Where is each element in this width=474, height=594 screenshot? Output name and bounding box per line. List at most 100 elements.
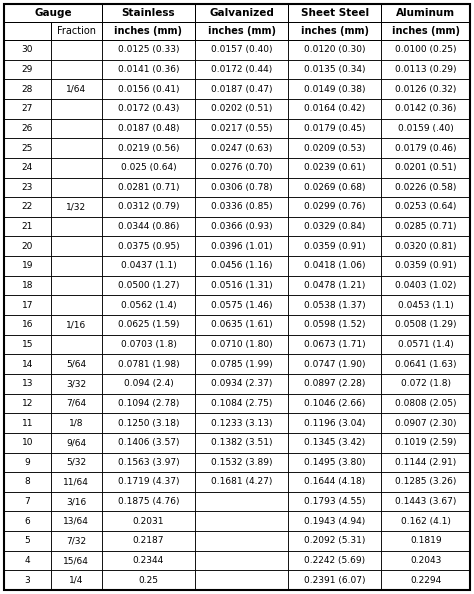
- Text: 0.1406 (3.57): 0.1406 (3.57): [118, 438, 179, 447]
- Text: 0.0179 (0.45): 0.0179 (0.45): [304, 124, 365, 133]
- Text: 0.0253 (0.64): 0.0253 (0.64): [395, 203, 456, 211]
- Bar: [195, 119, 288, 138]
- Bar: [195, 79, 288, 99]
- Text: 0.0747 (1.90): 0.0747 (1.90): [304, 359, 365, 369]
- Bar: [288, 492, 382, 511]
- Bar: [195, 570, 288, 590]
- Text: 0.1681 (4.27): 0.1681 (4.27): [211, 478, 273, 486]
- Bar: [288, 413, 382, 433]
- Bar: [102, 217, 195, 236]
- Bar: [102, 531, 195, 551]
- Bar: [288, 394, 382, 413]
- Bar: [4, 354, 51, 374]
- Text: inches (mm): inches (mm): [114, 26, 182, 36]
- Text: 1/4: 1/4: [69, 576, 83, 584]
- Bar: [51, 531, 102, 551]
- Text: 11/64: 11/64: [64, 478, 89, 486]
- Text: 0.1196 (3.04): 0.1196 (3.04): [304, 419, 365, 428]
- Bar: [102, 119, 195, 138]
- Bar: [382, 217, 470, 236]
- Text: 0.0312 (0.79): 0.0312 (0.79): [118, 203, 179, 211]
- Text: Sheet Steel: Sheet Steel: [301, 8, 369, 18]
- Bar: [195, 22, 288, 40]
- Bar: [382, 40, 470, 59]
- Text: 0.0157 (0.40): 0.0157 (0.40): [211, 45, 273, 54]
- Bar: [195, 295, 288, 315]
- Bar: [195, 59, 288, 79]
- Bar: [51, 551, 102, 570]
- Text: 26: 26: [22, 124, 33, 133]
- Text: 0.0209 (0.53): 0.0209 (0.53): [304, 144, 365, 153]
- Bar: [195, 394, 288, 413]
- Text: 0.2344: 0.2344: [133, 556, 164, 565]
- Text: 0.0141 (0.36): 0.0141 (0.36): [118, 65, 179, 74]
- Text: 0.0575 (1.46): 0.0575 (1.46): [211, 301, 273, 309]
- Bar: [4, 374, 51, 394]
- Text: 0.2031: 0.2031: [133, 517, 164, 526]
- Text: 28: 28: [22, 84, 33, 94]
- Bar: [195, 197, 288, 217]
- Bar: [102, 551, 195, 570]
- Text: 0.0159 (.40): 0.0159 (.40): [398, 124, 454, 133]
- Text: 22: 22: [22, 203, 33, 211]
- Bar: [102, 394, 195, 413]
- Bar: [195, 433, 288, 453]
- Bar: [382, 453, 470, 472]
- Bar: [195, 334, 288, 354]
- Bar: [102, 492, 195, 511]
- Bar: [51, 374, 102, 394]
- Text: 0.0281 (0.71): 0.0281 (0.71): [118, 183, 179, 192]
- Text: 18: 18: [21, 281, 33, 290]
- Text: 0.072 (1.8): 0.072 (1.8): [401, 379, 451, 388]
- Bar: [4, 570, 51, 590]
- Text: 0.0247 (0.63): 0.0247 (0.63): [211, 144, 273, 153]
- Bar: [288, 511, 382, 531]
- Text: 0.0142 (0.36): 0.0142 (0.36): [395, 105, 456, 113]
- Bar: [102, 511, 195, 531]
- Text: 0.0359 (0.91): 0.0359 (0.91): [395, 261, 456, 270]
- Text: 0.0164 (0.42): 0.0164 (0.42): [304, 105, 365, 113]
- Bar: [4, 197, 51, 217]
- Bar: [4, 256, 51, 276]
- Bar: [102, 276, 195, 295]
- Bar: [51, 40, 102, 59]
- Bar: [195, 453, 288, 472]
- Bar: [382, 472, 470, 492]
- Bar: [4, 492, 51, 511]
- Text: 5/32: 5/32: [66, 458, 86, 467]
- Text: 7: 7: [25, 497, 30, 506]
- Bar: [102, 334, 195, 354]
- Text: Aluminum: Aluminum: [396, 8, 456, 18]
- Text: 0.0276 (0.70): 0.0276 (0.70): [211, 163, 273, 172]
- Text: 5/64: 5/64: [66, 359, 86, 369]
- Text: 3/32: 3/32: [66, 379, 86, 388]
- Text: 21: 21: [22, 222, 33, 231]
- Bar: [102, 158, 195, 178]
- Bar: [4, 79, 51, 99]
- Bar: [4, 59, 51, 79]
- Text: 0.0418 (1.06): 0.0418 (1.06): [304, 261, 365, 270]
- Text: 0.1793 (4.55): 0.1793 (4.55): [304, 497, 365, 506]
- Bar: [382, 79, 470, 99]
- Bar: [51, 178, 102, 197]
- Text: 0.2242 (5.69): 0.2242 (5.69): [304, 556, 365, 565]
- Bar: [102, 374, 195, 394]
- Text: 0.0226 (0.58): 0.0226 (0.58): [395, 183, 456, 192]
- Text: 0.0156 (0.41): 0.0156 (0.41): [118, 84, 179, 94]
- Text: 8: 8: [25, 478, 30, 486]
- Text: 0.0172 (0.44): 0.0172 (0.44): [211, 65, 272, 74]
- Bar: [102, 315, 195, 334]
- Bar: [382, 197, 470, 217]
- Bar: [102, 472, 195, 492]
- Bar: [4, 40, 51, 59]
- Bar: [4, 315, 51, 334]
- Bar: [382, 531, 470, 551]
- Text: 15: 15: [21, 340, 33, 349]
- Text: 0.0907 (2.30): 0.0907 (2.30): [395, 419, 456, 428]
- Text: 7/64: 7/64: [66, 399, 86, 408]
- Text: 13/64: 13/64: [64, 517, 89, 526]
- Bar: [195, 40, 288, 59]
- Text: 4: 4: [25, 556, 30, 565]
- Bar: [4, 394, 51, 413]
- Bar: [382, 99, 470, 119]
